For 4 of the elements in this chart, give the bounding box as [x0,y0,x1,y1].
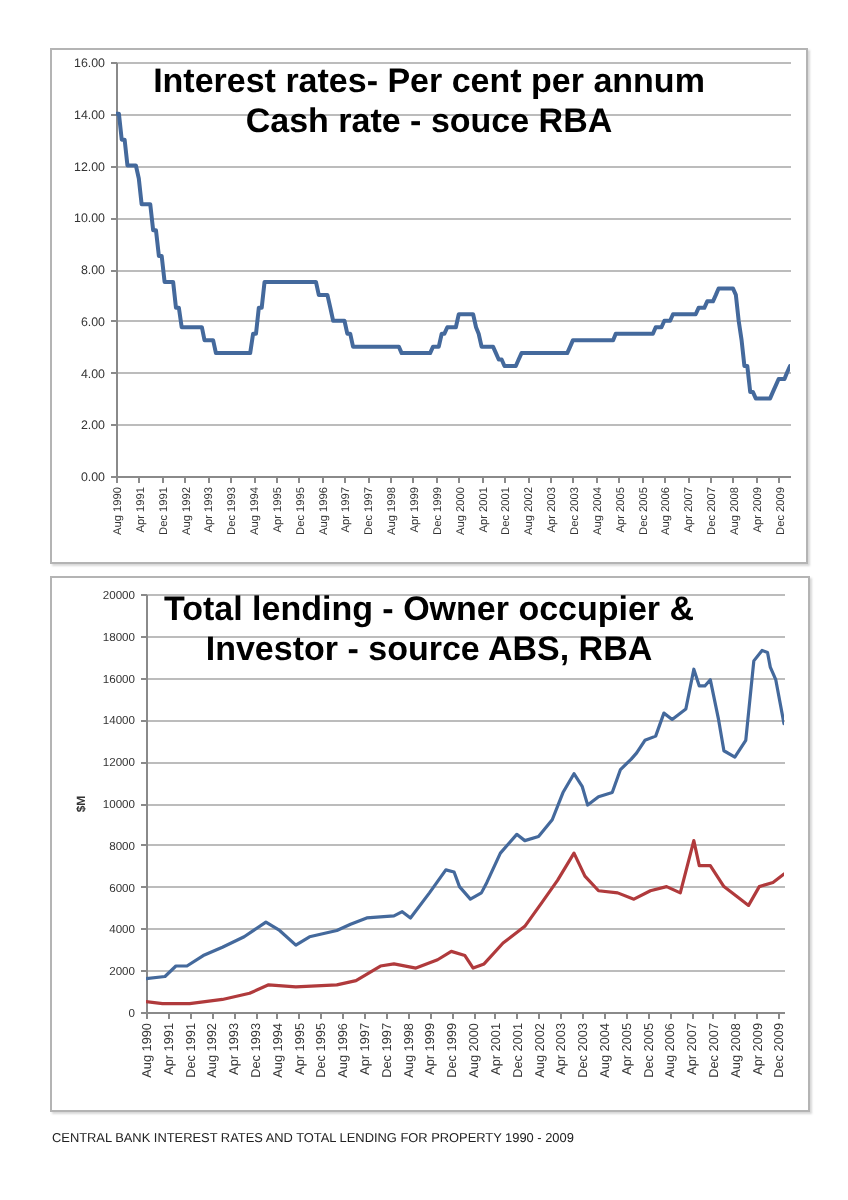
line-series [116,111,790,401]
text: Interest rates- Per cent per annum Cash rate - souce RBA [153,62,705,140]
chart-title: Total lending - Owner occupier & Investor - source ABS, RBA [163,590,695,668]
line-series [146,839,784,1006]
